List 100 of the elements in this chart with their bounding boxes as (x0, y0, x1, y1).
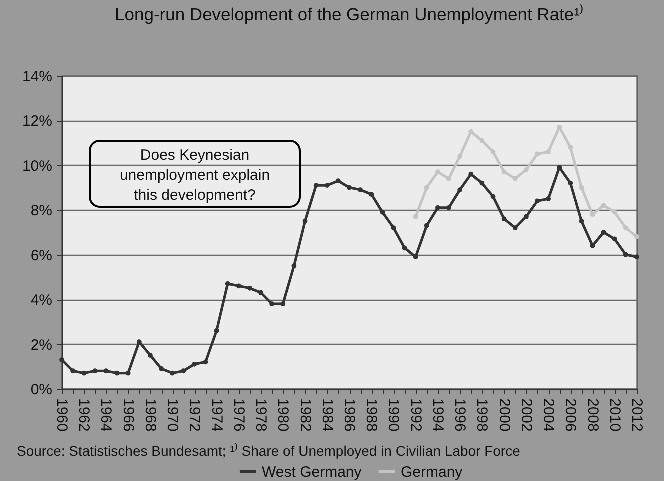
point (159, 366, 164, 372)
y-tick-label: 6% (30, 247, 52, 264)
point (424, 223, 430, 228)
point (546, 196, 551, 202)
point (192, 362, 198, 367)
x-tick-label: 1964 (98, 398, 115, 432)
point (104, 368, 109, 374)
point (424, 185, 430, 190)
x-tick-label: 1992 (407, 398, 424, 432)
point (502, 216, 507, 222)
point (148, 353, 153, 358)
point (92, 368, 98, 374)
legend-label: Germany (401, 464, 464, 481)
point (458, 188, 463, 192)
point (258, 290, 264, 296)
x-tick-label: 1966 (120, 398, 137, 432)
point (502, 170, 507, 175)
point (302, 218, 308, 224)
x-tick-label: 1968 (142, 398, 159, 432)
y-tick-label: 10% (22, 158, 52, 175)
point (170, 370, 176, 376)
x-tick-label: 2008 (584, 398, 602, 432)
point (468, 129, 474, 134)
x-tick-label: 1974 (208, 398, 226, 432)
source-note: Source: Statistisches Bundesamt; ¹⁾ Share of Unemployed in Civilian Labor Force (17, 443, 521, 459)
x-tick-label: 1998 (474, 398, 491, 432)
point (568, 180, 574, 186)
point (535, 198, 540, 204)
point (270, 302, 275, 306)
point (446, 176, 452, 182)
point (236, 284, 242, 289)
point (634, 234, 640, 240)
point (546, 150, 551, 154)
point (623, 226, 628, 230)
point (446, 205, 452, 210)
point (82, 370, 87, 376)
x-tick-label: 1970 (164, 398, 182, 432)
point (579, 218, 584, 224)
x-tick-label: 1994 (429, 398, 446, 432)
x-tick-label: 1982 (296, 398, 314, 432)
y-tick-label: 0% (30, 382, 52, 398)
x-tick-label: 1980 (274, 398, 292, 432)
x-tick-label: 1990 (385, 398, 402, 432)
point (280, 302, 286, 306)
point (413, 214, 418, 220)
point (612, 210, 618, 215)
point (214, 328, 220, 334)
x-tick-label: 2004 (540, 398, 558, 432)
y-tick-label: 14% (22, 68, 52, 86)
point (436, 170, 440, 175)
point (413, 254, 418, 260)
point (436, 205, 440, 210)
point (480, 138, 485, 144)
point (490, 150, 496, 154)
x-tick-label: 2012 (628, 398, 646, 432)
point (623, 252, 628, 258)
point (524, 167, 529, 172)
point (601, 203, 606, 208)
x-tick-label: 1996 (452, 398, 469, 432)
point (70, 368, 76, 374)
y-tick-label: 12% (22, 113, 52, 130)
x-tick-label: 1960 (54, 398, 70, 432)
point (358, 188, 364, 192)
point (535, 152, 540, 157)
chart-title: Long-run Development of the German Unemployment Rate¹⁾ (115, 4, 584, 24)
x-tick-label: 2006 (562, 398, 580, 432)
point (480, 180, 485, 186)
x-tick-label: 1962 (76, 398, 93, 432)
point (512, 176, 518, 182)
point (126, 370, 131, 376)
point (612, 236, 618, 242)
point (292, 264, 297, 268)
point (181, 368, 186, 374)
point (634, 254, 640, 260)
point (402, 246, 408, 251)
point (468, 172, 474, 177)
point (114, 370, 120, 376)
x-tick-label: 1976 (230, 398, 248, 432)
point (60, 357, 64, 362)
y-tick-label: 4% (30, 292, 52, 310)
point (391, 226, 396, 230)
point (248, 286, 252, 291)
point (314, 183, 319, 188)
point (369, 192, 374, 197)
x-tick-label: 1988 (363, 398, 380, 432)
y-tick-label: 2% (30, 336, 52, 354)
legend-label: West Germany (262, 464, 362, 481)
point (347, 185, 352, 190)
point (458, 154, 463, 159)
x-tick-label: 1972 (186, 398, 204, 432)
point (324, 183, 330, 188)
point (512, 226, 518, 230)
point (380, 210, 386, 215)
point (336, 178, 341, 184)
point (490, 194, 496, 200)
y-tick-label: 8% (30, 202, 52, 220)
x-tick-label: 2000 (496, 398, 513, 432)
x-tick-label: 2010 (606, 398, 624, 432)
point (225, 281, 230, 286)
point (590, 212, 596, 218)
